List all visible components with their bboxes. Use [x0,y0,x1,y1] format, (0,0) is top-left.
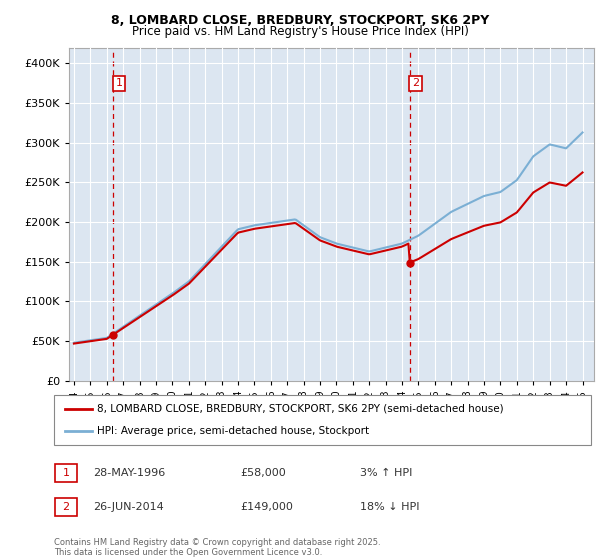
Text: 26-JUN-2014: 26-JUN-2014 [93,502,164,512]
Text: 1: 1 [115,78,122,88]
Text: 8, LOMBARD CLOSE, BREDBURY, STOCKPORT, SK6 2PY (semi-detached house): 8, LOMBARD CLOSE, BREDBURY, STOCKPORT, S… [97,404,503,414]
Text: 8, LOMBARD CLOSE, BREDBURY, STOCKPORT, SK6 2PY: 8, LOMBARD CLOSE, BREDBURY, STOCKPORT, S… [111,14,489,27]
Text: HPI: Average price, semi-detached house, Stockport: HPI: Average price, semi-detached house,… [97,426,369,436]
Text: 3% ↑ HPI: 3% ↑ HPI [360,468,412,478]
Text: 2: 2 [62,502,70,512]
Text: 2: 2 [412,78,419,88]
FancyBboxPatch shape [55,464,77,482]
Text: Price paid vs. HM Land Registry's House Price Index (HPI): Price paid vs. HM Land Registry's House … [131,25,469,38]
Text: £58,000: £58,000 [240,468,286,478]
Text: Contains HM Land Registry data © Crown copyright and database right 2025.
This d: Contains HM Land Registry data © Crown c… [54,538,380,557]
Text: 1: 1 [62,468,70,478]
FancyBboxPatch shape [55,498,77,516]
Text: £149,000: £149,000 [240,502,293,512]
Text: 28-MAY-1996: 28-MAY-1996 [93,468,165,478]
FancyBboxPatch shape [54,395,591,445]
Text: 18% ↓ HPI: 18% ↓ HPI [360,502,419,512]
